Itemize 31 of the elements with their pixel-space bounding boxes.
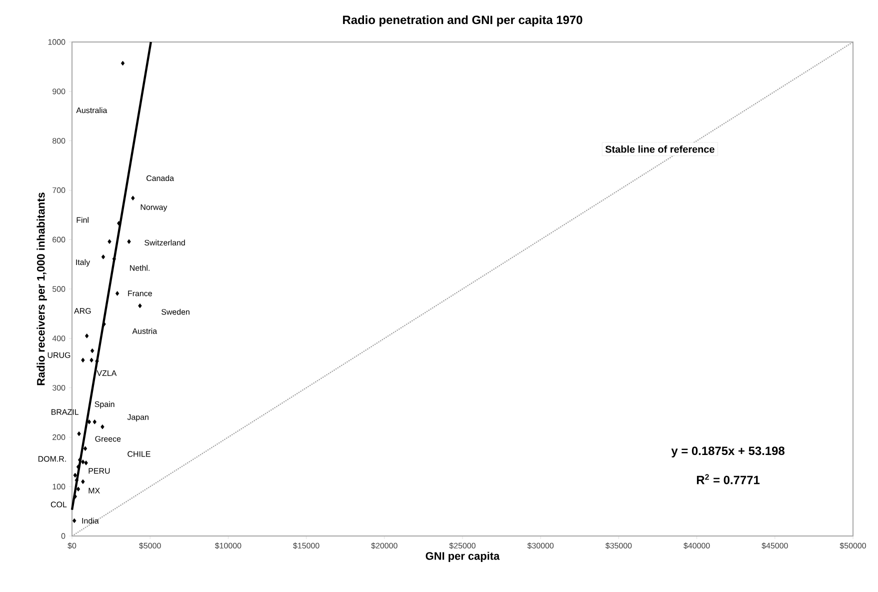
point <box>120 60 125 66</box>
point <box>115 291 120 296</box>
point <box>77 431 81 436</box>
point <box>84 334 89 338</box>
annotation: R$^{2}$ = 0.7771 <box>696 474 760 484</box>
point <box>138 303 142 308</box>
x-axis-title: GNI per capita <box>426 552 500 562</box>
point <box>92 419 96 424</box>
point <box>84 460 88 466</box>
series-label: Stable line of reference <box>605 145 714 153</box>
point <box>100 424 104 430</box>
point <box>81 479 85 484</box>
point <box>127 239 131 244</box>
point <box>76 486 80 492</box>
point <box>76 464 80 470</box>
point <box>90 358 94 363</box>
annotation: y = 0.1875x + 53.198 <box>671 446 784 458</box>
chart-title: Radio penetration and GNI per capita 1970 <box>343 15 582 26</box>
point <box>83 446 88 451</box>
y-axis-title: Radio receivers per 1,000 inhabitants <box>36 192 47 386</box>
point <box>87 419 92 424</box>
point <box>108 239 112 244</box>
point <box>81 358 85 363</box>
point <box>101 254 106 260</box>
point <box>73 494 77 499</box>
point <box>72 518 76 524</box>
point <box>102 322 106 326</box>
point <box>73 472 77 478</box>
point <box>81 460 85 464</box>
point <box>90 348 94 354</box>
point <box>131 196 135 200</box>
